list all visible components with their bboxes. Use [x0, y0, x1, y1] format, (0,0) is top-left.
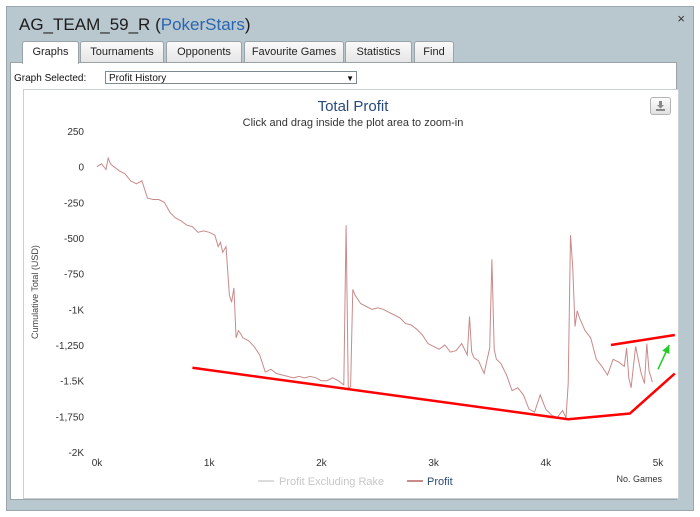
site-name-link[interactable]: PokerStars: [160, 15, 245, 34]
graph-select[interactable]: Profit History ▼: [105, 71, 357, 84]
player-name: AG_TEAM_59_R: [19, 15, 151, 34]
tab-favourite-games[interactable]: Favourite Games: [244, 41, 344, 62]
window-title: AG_TEAM_59_R (PokerStars): [19, 15, 251, 34]
tab-statistics[interactable]: Statistics: [345, 41, 412, 62]
chart-container[interactable]: [23, 89, 679, 499]
title-bar: AG_TEAM_59_R (PokerStars) ×: [7, 7, 693, 41]
tab-find[interactable]: Find: [414, 41, 454, 62]
download-icon: [656, 101, 665, 111]
tab-opponents[interactable]: Opponents: [166, 41, 242, 62]
tab-tournaments[interactable]: Tournaments: [80, 41, 164, 62]
graph-selected-label: Graph Selected:: [14, 73, 87, 84]
close-icon[interactable]: ×: [677, 11, 685, 26]
graph-select-value: Profit History: [109, 73, 167, 84]
tab-graphs[interactable]: Graphs: [22, 41, 79, 64]
download-button[interactable]: [650, 97, 671, 115]
chevron-down-icon: ▼: [346, 74, 354, 83]
